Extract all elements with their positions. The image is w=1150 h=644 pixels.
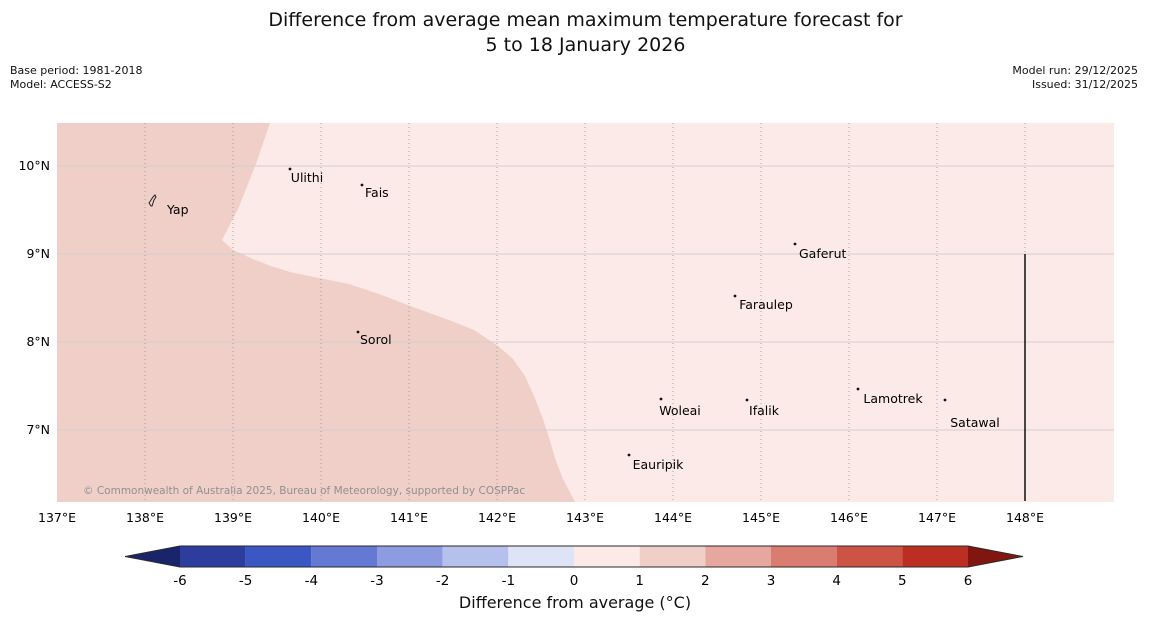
island-label: Yap bbox=[166, 202, 189, 217]
x-tick-label: 146°E bbox=[829, 510, 869, 525]
colorbar-segment bbox=[705, 546, 771, 567]
y-tick-label: 9°N bbox=[26, 246, 50, 261]
island-ulithi: Ulithi bbox=[288, 167, 323, 185]
map-svg: Yap Ulithi Fais Gaferut Faraulep Sorol bbox=[57, 123, 1114, 502]
island-fais: Fais bbox=[360, 183, 389, 200]
island-label: Gaferut bbox=[799, 246, 846, 261]
colorbar-segment bbox=[771, 546, 837, 567]
x-tick-label: 142°E bbox=[477, 510, 517, 525]
colorbar-segment bbox=[245, 546, 312, 567]
chart-title-line2: 5 to 18 January 2026 bbox=[485, 34, 686, 56]
colorbar-tick-label: -4 bbox=[305, 573, 318, 589]
island-label: Ulithi bbox=[291, 170, 323, 185]
colorbar-arrow-left bbox=[125, 546, 180, 567]
island-ifalik: Ifalik bbox=[745, 398, 780, 418]
colorbar-arrow-right bbox=[968, 546, 1023, 567]
colorbar-caption: Difference from average (°C) bbox=[458, 593, 692, 612]
island-label: Ifalik bbox=[749, 403, 780, 418]
island-eauripik: Eauripik bbox=[627, 453, 684, 472]
island-marker bbox=[793, 242, 797, 246]
island-marker bbox=[288, 167, 292, 171]
base-period-text: Base period: 1981-2018 bbox=[10, 64, 143, 77]
meta-right: Model run: 29/12/2025 Issued: 31/12/2025 bbox=[1012, 64, 1138, 92]
colorbar-tick-label: 0 bbox=[570, 573, 579, 589]
colorbar: -6 -5 -4 -3 -2 -1 0 1 2 3 4 5 6 bbox=[125, 544, 1023, 590]
island-marker bbox=[733, 294, 737, 298]
colorbar-segment bbox=[180, 546, 246, 567]
chart-title: Difference from average mean maximum tem… bbox=[57, 8, 1114, 58]
island-label: Fais bbox=[365, 185, 389, 200]
x-tick-label: 144°E bbox=[653, 510, 693, 525]
island-lamotrek: Lamotrek bbox=[856, 387, 923, 406]
island-marker bbox=[745, 398, 749, 402]
latitude-gridlines bbox=[57, 165, 1114, 431]
island-marker bbox=[943, 398, 947, 402]
island-faraulep: Faraulep bbox=[733, 294, 793, 312]
x-tick-label: 145°E bbox=[741, 510, 781, 525]
colorbar-tick-label: 1 bbox=[635, 573, 644, 589]
colorbar-tick-label: -5 bbox=[239, 573, 252, 589]
island-label: Woleai bbox=[659, 403, 701, 418]
island-marker bbox=[148, 194, 157, 207]
x-tick-label: 140°E bbox=[301, 510, 341, 525]
issued-text: Issued: 31/12/2025 bbox=[1031, 78, 1138, 91]
colorbar-segment bbox=[574, 546, 640, 567]
colorbar-segment bbox=[902, 546, 968, 567]
island-marker bbox=[627, 453, 631, 457]
colorbar-svg: -6 -5 -4 -3 -2 -1 0 1 2 3 4 5 6 bbox=[125, 545, 1023, 589]
colorbar-segment bbox=[508, 546, 574, 567]
chart-title-line1: Difference from average mean maximum tem… bbox=[268, 9, 903, 31]
island-label: Satawal bbox=[950, 415, 1000, 430]
colorbar-segment bbox=[311, 546, 377, 567]
island-marker bbox=[360, 183, 364, 187]
colorbar-tick-label: 3 bbox=[767, 573, 776, 589]
y-tick-label: 10°N bbox=[18, 158, 50, 173]
colorbar-tick-label: -6 bbox=[173, 573, 186, 589]
anomaly-band-1-2-region bbox=[57, 123, 575, 502]
x-tick-label: 138°E bbox=[125, 510, 165, 525]
x-tick-label: 139°E bbox=[213, 510, 253, 525]
island-sorol: Sorol bbox=[356, 330, 392, 347]
x-tick-label: 137°E bbox=[37, 510, 77, 525]
x-tick-label: 148°E bbox=[1005, 510, 1045, 525]
colorbar-tick-label: -3 bbox=[370, 573, 383, 589]
island-satawal: Satawal bbox=[943, 398, 1000, 430]
x-tick-label: 143°E bbox=[565, 510, 605, 525]
island-woleai: Woleai bbox=[659, 397, 701, 418]
island-gaferut: Gaferut bbox=[793, 242, 846, 261]
colorbar-tick-label: 6 bbox=[964, 573, 973, 589]
colorbar-segment bbox=[377, 546, 443, 567]
island-label: Faraulep bbox=[739, 297, 793, 312]
island-label: Sorol bbox=[360, 332, 392, 347]
copyright-text: © Commonwealth of Australia 2025, Bureau… bbox=[83, 485, 525, 497]
map-area: Yap Ulithi Fais Gaferut Faraulep Sorol bbox=[57, 123, 1114, 502]
colorbar-segment bbox=[442, 546, 509, 567]
colorbar-tick-label: -1 bbox=[502, 573, 515, 589]
model-run-text: Model run: 29/12/2025 bbox=[1012, 64, 1138, 77]
island-label: Eauripik bbox=[633, 457, 684, 472]
island-label: Lamotrek bbox=[863, 391, 923, 406]
x-tick-label: 147°E bbox=[917, 510, 957, 525]
x-tick-label: 141°E bbox=[389, 510, 429, 525]
colorbar-segment bbox=[836, 546, 903, 567]
colorbar-tick-label: 2 bbox=[701, 573, 710, 589]
island-yap: Yap bbox=[148, 194, 189, 217]
meta-left: Base period: 1981-2018 Model: ACCESS-S2 bbox=[10, 64, 142, 92]
y-tick-label: 7°N bbox=[26, 422, 50, 437]
island-marker bbox=[356, 330, 360, 334]
colorbar-tick-label: 4 bbox=[832, 573, 841, 589]
y-tick-label: 8°N bbox=[26, 334, 50, 349]
island-marker bbox=[856, 387, 860, 391]
colorbar-segment bbox=[639, 546, 706, 567]
colorbar-tick-label: -2 bbox=[436, 573, 449, 589]
model-text: Model: ACCESS-S2 bbox=[10, 78, 112, 91]
colorbar-tick-label: 5 bbox=[898, 573, 907, 589]
colorbar-outline bbox=[125, 545, 1023, 568]
island-marker bbox=[659, 397, 663, 401]
